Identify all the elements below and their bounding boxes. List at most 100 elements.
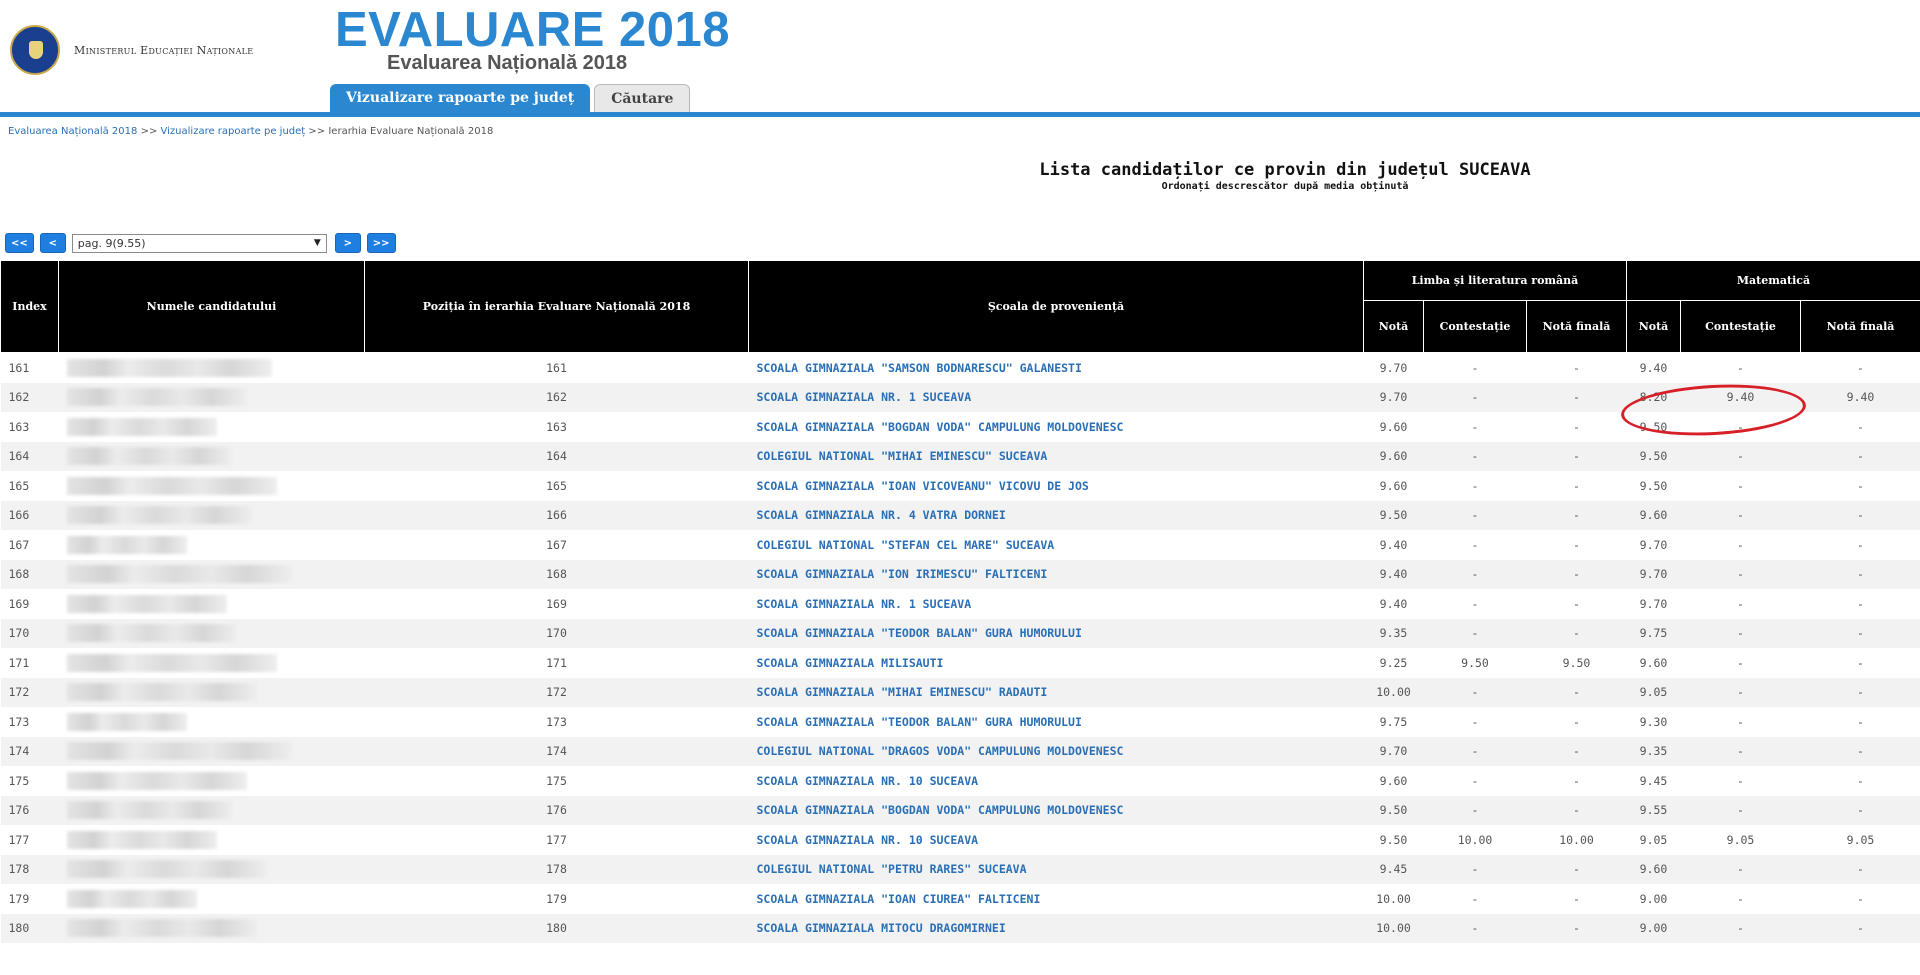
cell-name bbox=[58, 854, 365, 884]
school-link[interactable]: SCOALA GIMNAZIALA "SAMSON BODNARESCU" GA… bbox=[756, 360, 1082, 375]
cell-mat-contestatie: - bbox=[1737, 773, 1744, 788]
table-row: 165 165 SCOALA GIMNAZIALA "IOAN VICOVEANU"… bbox=[1, 471, 1920, 501]
breadcrumb-current: Ierarhia Evaluare Națională 2018 bbox=[328, 126, 494, 137]
next-page-button[interactable]: > bbox=[334, 233, 361, 253]
first-page-button[interactable]: << bbox=[5, 233, 34, 253]
cell-mat-contestatie: - bbox=[1737, 537, 1744, 552]
redacted-name-blur bbox=[66, 683, 257, 702]
school-link[interactable]: SCOALA GIMNAZIALA "MIHAI EMINESCU" RADAU… bbox=[756, 685, 1048, 700]
cell-position: 163 bbox=[546, 419, 567, 434]
school-link[interactable]: SCOALA GIMNAZIALA NR. 1 SUCEAVA bbox=[756, 596, 972, 611]
cell-ro-contestatie: - bbox=[1423, 913, 1527, 943]
col-header-mat-nota: Notă bbox=[1626, 300, 1681, 353]
cell-position: 176 bbox=[364, 795, 749, 825]
cell-position: 164 bbox=[364, 441, 749, 471]
ministry-name: Ministerul Educației Naționale bbox=[74, 43, 254, 57]
school-link[interactable]: SCOALA GIMNAZIALA "IOAN VICOVEANU" VICOV… bbox=[756, 478, 1089, 493]
cell-ro-nota-finala: - bbox=[1573, 596, 1580, 611]
cell-position: 171 bbox=[546, 655, 567, 670]
header-divider bbox=[0, 112, 1920, 117]
redacted-name-blur bbox=[66, 771, 247, 790]
cell-name bbox=[58, 677, 365, 707]
nav-tabs: Vizualizare rapoarte pe județ Căutare bbox=[330, 84, 694, 112]
table-row: 173 173 SCOALA GIMNAZIALA "TEODOR BALAN" G… bbox=[1, 707, 1920, 737]
cell-school: SCOALA GIMNAZIALA "IOAN VICOVEANU" VICOV… bbox=[749, 471, 1364, 501]
cell-mat-nota: 9.60 bbox=[1639, 655, 1668, 670]
page-select-value: pag. 9(9.55) bbox=[77, 236, 146, 250]
school-link[interactable]: COLEGIUL NATIONAL "PETRU RARES" SUCEAVA bbox=[756, 862, 1027, 877]
cell-school: SCOALA GIMNAZIALA "ION IRIMESCU" FALTICE… bbox=[748, 559, 1364, 589]
tab-reports-by-county[interactable]: Vizualizare rapoarte pe județ bbox=[330, 84, 591, 112]
candidates-table: Index Numele candidatului Poziția în ier… bbox=[0, 260, 1920, 943]
cell-name bbox=[59, 471, 365, 501]
prev-page-button[interactable]: < bbox=[39, 233, 66, 253]
school-link[interactable]: COLEGIUL NATIONAL "STEFAN CEL MARE" SUCE… bbox=[756, 537, 1055, 552]
redacted-name-blur bbox=[66, 801, 232, 820]
cell-ro-nota-finala: - bbox=[1526, 559, 1627, 589]
last-page-button[interactable]: >> bbox=[366, 233, 396, 253]
cell-school: COLEGIUL NATIONAL "DRAGOS VODA" CAMPULUN… bbox=[748, 736, 1364, 766]
table-row: 166 166 SCOALA GIMNAZIALA NR. 4 VATRA DORN… bbox=[0, 500, 1920, 530]
page-select[interactable]: pag. 9(9.55) ▼ bbox=[71, 233, 327, 253]
school-link[interactable]: SCOALA GIMNAZIALA "TEODOR BALAN" GURA HU… bbox=[756, 714, 1082, 729]
cell-ro-nota-finala: - bbox=[1526, 854, 1627, 884]
cell-position: 165 bbox=[546, 478, 567, 493]
cell-ro-nota: 9.60 bbox=[1363, 441, 1424, 471]
cell-school: COLEGIUL NATIONAL "PETRU RARES" SUCEAVA bbox=[748, 854, 1364, 884]
cell-ro-nota: 9.40 bbox=[1363, 559, 1424, 589]
cell-position: 166 bbox=[364, 500, 749, 530]
cell-index: 178 bbox=[0, 854, 59, 884]
table-body: 161 161 SCOALA GIMNAZIALA "SAMSON BODNARES… bbox=[0, 353, 1920, 943]
cell-name bbox=[59, 766, 365, 796]
cell-school: COLEGIUL NATIONAL "MIHAI EMINESCU" SUCEA… bbox=[748, 441, 1364, 471]
cell-mat-nota: 9.70 bbox=[1626, 559, 1681, 589]
school-link[interactable]: SCOALA GIMNAZIALA NR. 10 SUCEAVA bbox=[756, 832, 979, 847]
cell-position: 174 bbox=[364, 736, 749, 766]
cell-name bbox=[59, 412, 365, 442]
cell-ro-nota-finala: - bbox=[1573, 478, 1580, 493]
cell-position: 162 bbox=[364, 382, 749, 412]
cell-ro-nota: 9.60 bbox=[1379, 478, 1408, 493]
cell-ro-contestatie: - bbox=[1471, 419, 1479, 434]
redacted-name-blur bbox=[66, 919, 257, 938]
school-link[interactable]: SCOALA GIMNAZIALA "TEODOR BALAN" GURA HU… bbox=[756, 626, 1082, 641]
school-link[interactable]: SCOALA GIMNAZIALA "BOGDAN VODA" CAMPULUN… bbox=[756, 803, 1124, 818]
school-link[interactable]: COLEGIUL NATIONAL "DRAGOS VODA" CAMPULUN… bbox=[756, 744, 1124, 759]
cell-ro-contestatie: - bbox=[1471, 537, 1479, 552]
cell-position: 175 bbox=[546, 773, 567, 788]
redacted-name-blur bbox=[66, 358, 272, 377]
cell-mat-contestatie: - bbox=[1737, 596, 1744, 611]
ministry-logo[interactable]: Ministerul Educației Naționale bbox=[10, 25, 253, 75]
school-link[interactable]: SCOALA GIMNAZIALA MILISAUTI bbox=[756, 655, 944, 670]
school-link[interactable]: SCOALA GIMNAZIALA NR. 4 VATRA DORNEI bbox=[756, 508, 1006, 523]
school-link[interactable]: SCOALA GIMNAZIALA NR. 10 SUCEAVA bbox=[756, 773, 979, 788]
school-link[interactable]: SCOALA GIMNAZIALA NR. 1 SUCEAVA bbox=[756, 390, 972, 405]
tab-search[interactable]: Căutare bbox=[594, 84, 691, 112]
school-link[interactable]: COLEGIUL NATIONAL "MIHAI EMINESCU" SUCEA… bbox=[756, 449, 1048, 464]
cell-ro-nota: 9.70 bbox=[1379, 360, 1408, 375]
cell-ro-nota-finala: - bbox=[1573, 537, 1580, 552]
redacted-name-blur bbox=[66, 624, 237, 643]
redacted-name-blur bbox=[66, 535, 187, 554]
cell-name bbox=[59, 353, 365, 383]
cell-mat-contestatie: - bbox=[1680, 677, 1801, 707]
redacted-name-blur bbox=[66, 417, 217, 436]
breadcrumb-reports[interactable]: Vizualizare rapoarte pe județ bbox=[160, 126, 306, 137]
cell-mat-nota: 9.75 bbox=[1626, 618, 1681, 648]
school-link[interactable]: SCOALA GIMNAZIALA "IOAN CIUREA" FALTICEN… bbox=[756, 891, 1041, 906]
school-link[interactable]: SCOALA GIMNAZIALA "ION IRIMESCU" FALTICE… bbox=[756, 567, 1048, 582]
cell-school: SCOALA GIMNAZIALA MILISAUTI bbox=[749, 648, 1364, 678]
table-row: 179 179 SCOALA GIMNAZIALA "IOAN CIUREA" FA… bbox=[1, 884, 1920, 914]
cell-index: 161 bbox=[8, 360, 30, 375]
breadcrumb-home[interactable]: Evaluarea Națională 2018 bbox=[8, 126, 138, 137]
coat-of-arms-icon bbox=[10, 25, 60, 75]
school-link[interactable]: SCOALA GIMNAZIALA MITOCU DRAGOMIRNEI bbox=[756, 921, 1006, 936]
cell-mat-nota: 9.00 bbox=[1639, 891, 1668, 906]
cell-school: SCOALA GIMNAZIALA NR. 10 SUCEAVA bbox=[749, 766, 1364, 796]
cell-mat-contestatie: - bbox=[1737, 478, 1744, 493]
cell-mat-contestatie: - bbox=[1680, 854, 1801, 884]
cell-ro-nota-finala: - bbox=[1573, 891, 1580, 906]
school-link[interactable]: SCOALA GIMNAZIALA "BOGDAN VODA" CAMPULUN… bbox=[756, 419, 1124, 434]
cell-name bbox=[58, 559, 365, 589]
cell-mat-nota-finala: - bbox=[1800, 854, 1920, 884]
